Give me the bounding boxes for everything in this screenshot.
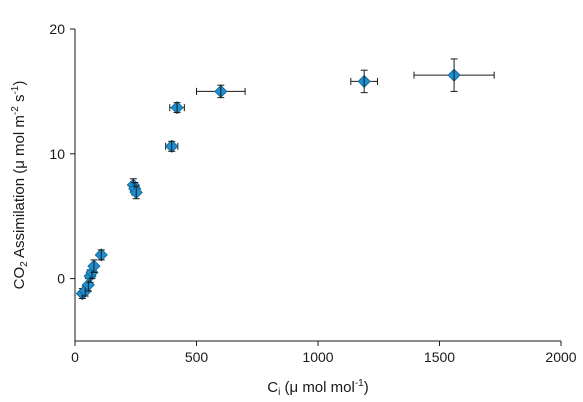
data-point	[87, 259, 101, 273]
y-ticks: 0 10 20	[49, 21, 75, 287]
data-point	[169, 101, 185, 115]
data-point	[129, 185, 143, 200]
y-tick-label: 0	[57, 271, 65, 287]
data-point	[94, 248, 108, 262]
y-axis-title: CO2 Assimilation (μ mol m-2 s-1)	[10, 81, 30, 290]
x-tick-label: 500	[185, 349, 209, 365]
x-tick-label: 1000	[302, 349, 333, 365]
x-tick-label: 2000	[545, 349, 576, 365]
data-point	[165, 139, 179, 153]
data-series	[75, 58, 495, 301]
x-ticks: 0 500 1000 1500 2000	[71, 341, 577, 365]
x-tick-label: 0	[71, 349, 79, 365]
data-point	[413, 58, 495, 92]
y-tick-label: 10	[49, 146, 65, 162]
x-axis-title: Ci (μ mol mol-1)	[267, 378, 368, 398]
x-tick-label: 1500	[424, 349, 455, 365]
data-point	[350, 69, 379, 94]
data-point	[196, 84, 246, 99]
y-tick-label: 20	[49, 21, 65, 37]
axes	[74, 29, 561, 342]
